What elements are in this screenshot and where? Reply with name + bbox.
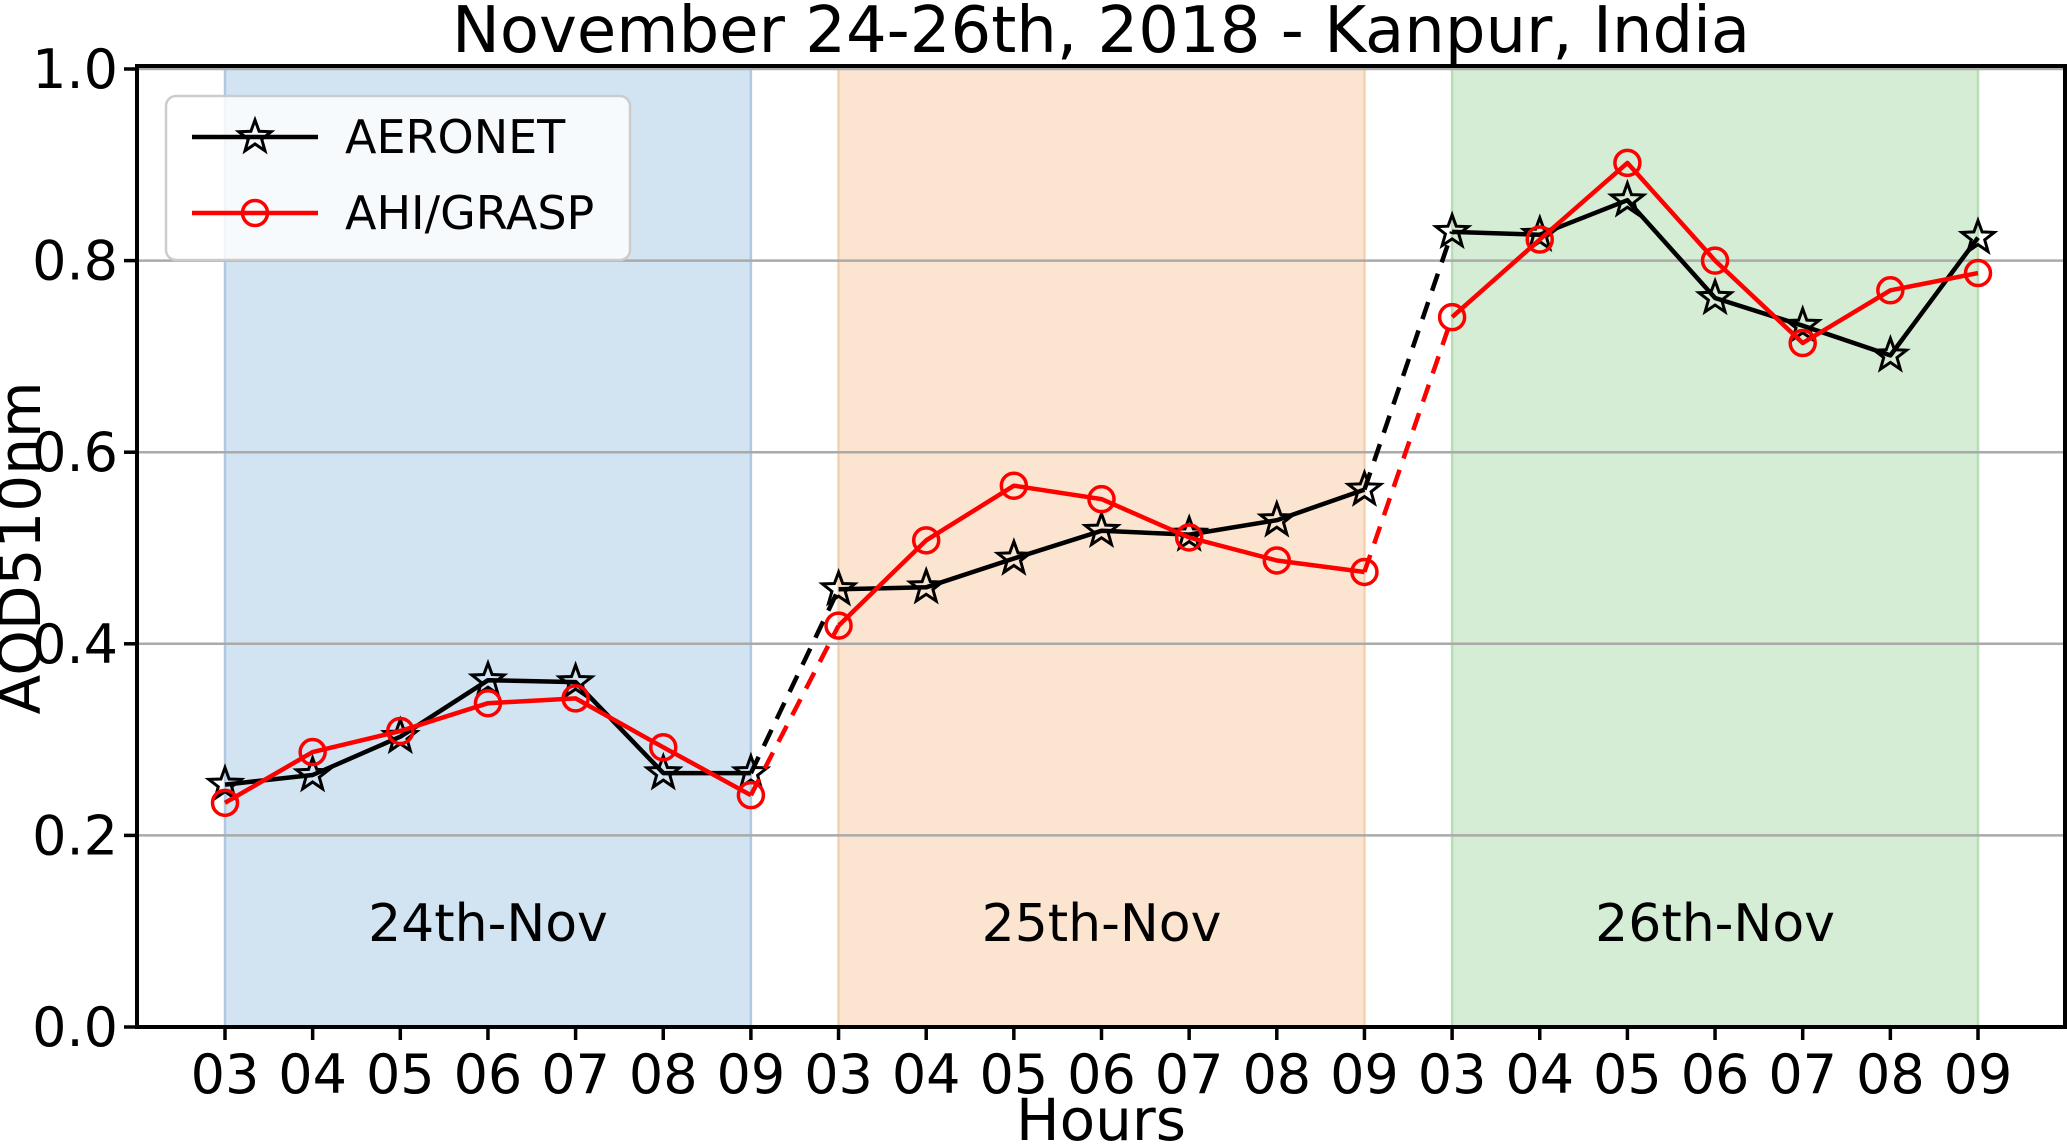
x-tick-label: 09 xyxy=(717,1043,786,1106)
x-tick-label: 05 xyxy=(1593,1043,1662,1106)
circle-icon xyxy=(1963,258,1993,288)
circle-icon xyxy=(1613,148,1642,178)
star-icon xyxy=(1870,334,1911,373)
day-span-label: 26th-Nov xyxy=(1595,894,1835,954)
x-tick-label: 03 xyxy=(1418,1043,1487,1106)
star-icon xyxy=(1607,178,1648,218)
y-tick-label: 1.0 xyxy=(32,38,118,101)
star-icon xyxy=(1256,498,1298,538)
y-tick-label: 0.8 xyxy=(32,230,118,293)
x-tick-label: 03 xyxy=(804,1043,873,1106)
circle-icon xyxy=(1437,302,1467,332)
x-tick-label: 07 xyxy=(541,1043,610,1106)
circle-icon xyxy=(1525,225,1554,254)
y-tick-label: 0.2 xyxy=(32,804,118,867)
y-tick-label: 0.6 xyxy=(32,421,118,484)
circle-icon xyxy=(240,198,270,228)
x-tick-label: 08 xyxy=(629,1043,698,1106)
x-tick-label: 05 xyxy=(979,1043,1048,1106)
x-tick-label: 08 xyxy=(1856,1043,1925,1106)
x-axis-label: Hours xyxy=(1016,1086,1186,1145)
legend: AERONET AHI/GRASP xyxy=(164,94,632,262)
x-tick-label: 04 xyxy=(892,1043,961,1106)
star-icon xyxy=(818,567,859,607)
x-tick-label: 04 xyxy=(1505,1043,1574,1106)
star-icon xyxy=(1694,276,1736,316)
star-icon xyxy=(1168,513,1210,552)
x-tick-label: 09 xyxy=(1330,1043,1399,1106)
star-icon xyxy=(1957,216,1999,255)
star-icon xyxy=(1782,304,1824,344)
star-icon xyxy=(292,753,333,793)
x-tick-label: 05 xyxy=(366,1043,435,1106)
circle-icon xyxy=(1788,328,1817,358)
legend-label: AHI/GRASP xyxy=(345,186,594,240)
circle-icon xyxy=(1350,557,1379,587)
series-dashed-connector xyxy=(1362,231,1455,491)
star-icon xyxy=(234,115,276,155)
star-icon xyxy=(1431,210,1473,250)
y-tick-label: 0.0 xyxy=(32,996,118,1059)
series-group xyxy=(204,148,1999,818)
star-icon xyxy=(905,565,947,605)
x-tick-label: 06 xyxy=(1067,1043,1136,1106)
chart-title: November 24-26th, 2018 - Kanpur, India xyxy=(452,0,1750,68)
circle-icon xyxy=(210,788,240,818)
circle-icon xyxy=(1262,546,1292,575)
circle-icon xyxy=(386,716,415,746)
series-line xyxy=(223,160,1979,805)
x-tick-label: 08 xyxy=(1242,1043,1311,1106)
legend-label: AERONET xyxy=(345,110,566,164)
x-tick-label: 07 xyxy=(1155,1043,1224,1106)
series-dashed-connector xyxy=(748,624,841,797)
star-icon xyxy=(1344,468,1385,507)
series-dashed-connector xyxy=(1362,316,1455,573)
y-axis-label: AOD510nm xyxy=(0,382,54,715)
star-icon xyxy=(993,537,1035,576)
circle-icon xyxy=(1087,484,1116,514)
star-icon xyxy=(730,751,772,791)
x-tick-label: 06 xyxy=(1681,1043,1750,1106)
day-span-label: 24th-Nov xyxy=(368,894,608,954)
circle-icon xyxy=(1700,246,1730,275)
circle-icon xyxy=(824,611,853,640)
star-icon xyxy=(555,660,596,700)
x-tick-label: 06 xyxy=(454,1043,523,1106)
circle-icon xyxy=(736,780,766,810)
circle-icon xyxy=(1876,276,1905,305)
circle-icon xyxy=(561,684,590,713)
x-tick-label: 03 xyxy=(191,1043,260,1106)
circle-icon xyxy=(911,526,941,555)
circle-icon xyxy=(999,471,1029,500)
axes xyxy=(124,64,2067,1040)
circle-icon xyxy=(1174,523,1204,552)
circle-icon xyxy=(649,733,678,762)
series-line xyxy=(224,197,1980,787)
y-tick-label: 0.4 xyxy=(32,613,118,676)
x-tick-label: 04 xyxy=(278,1043,347,1106)
day-span xyxy=(1452,66,1978,1027)
series-dashed-connector xyxy=(748,588,841,775)
tick-labels: 03 04 05 06 07 08 09 03 04 05 06 07 08 09 03 04 05 06 07 08… xyxy=(32,38,2012,1106)
x-tick-label: 07 xyxy=(1768,1043,1837,1106)
star-icon xyxy=(1081,509,1122,549)
star-icon xyxy=(642,751,684,791)
x-tick-label: 09 xyxy=(1944,1043,2013,1106)
star-icon xyxy=(467,658,509,698)
day-labels: 24th-Nov 25th-Nov 26th-Nov xyxy=(368,894,1835,954)
day-span-label: 25th-Nov xyxy=(982,894,1222,954)
circle-icon xyxy=(473,688,503,718)
circle-icon xyxy=(298,737,327,767)
